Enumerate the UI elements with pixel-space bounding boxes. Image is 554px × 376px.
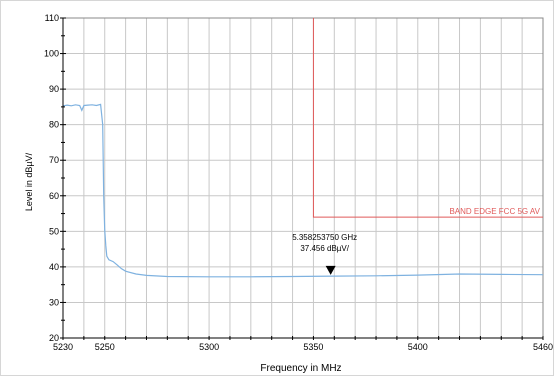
axes bbox=[60, 17, 544, 340]
y-tick-label: 40 bbox=[49, 262, 59, 272]
limit-line bbox=[312, 18, 543, 218]
x-tick-label: 5400 bbox=[408, 342, 428, 352]
marker-triangle bbox=[325, 265, 336, 275]
y-tick-label: 80 bbox=[49, 120, 59, 130]
marker-group: 5.358253750 GHz 37.456 dBµV/ bbox=[292, 233, 357, 275]
y-tick-label: 60 bbox=[49, 191, 59, 201]
marker-level-label: 37.456 dBµV/ bbox=[300, 244, 349, 253]
x-tick-label: 5300 bbox=[199, 342, 219, 352]
x-axis-label: Frequency in MHz bbox=[260, 363, 341, 374]
x-tick-label: 5250 bbox=[95, 342, 115, 352]
y-axis-label: Level in dBµV/ bbox=[24, 152, 34, 211]
y-tick-label: 20 bbox=[49, 333, 59, 343]
series-group bbox=[62, 103, 544, 278]
marker-frequency-label: 5.358253750 GHz bbox=[292, 233, 357, 242]
y-tick-label: 90 bbox=[49, 84, 59, 94]
grid bbox=[62, 17, 544, 339]
x-tick-label: 5460 bbox=[533, 342, 553, 352]
y-tick-label: 30 bbox=[49, 297, 59, 307]
limit-line-label: BAND EDGE FCC 5G AV bbox=[449, 207, 540, 216]
tick-labels: 20 30 40 50 60 70 80 90 100 110 5230 5250 5300 5350 54… bbox=[44, 13, 553, 352]
y-tick-label: 100 bbox=[44, 49, 59, 59]
y-tick-label: 70 bbox=[49, 155, 59, 165]
y-tick-label: 50 bbox=[49, 226, 59, 236]
plot-border bbox=[62, 17, 544, 339]
x-tick-label: 5350 bbox=[303, 342, 323, 352]
x-tick-label: 5230 bbox=[53, 342, 73, 352]
limit-line-group: BAND EDGE FCC 5G AV bbox=[312, 18, 543, 218]
series-line bbox=[62, 103, 544, 278]
y-tick-label: 110 bbox=[45, 13, 59, 23]
